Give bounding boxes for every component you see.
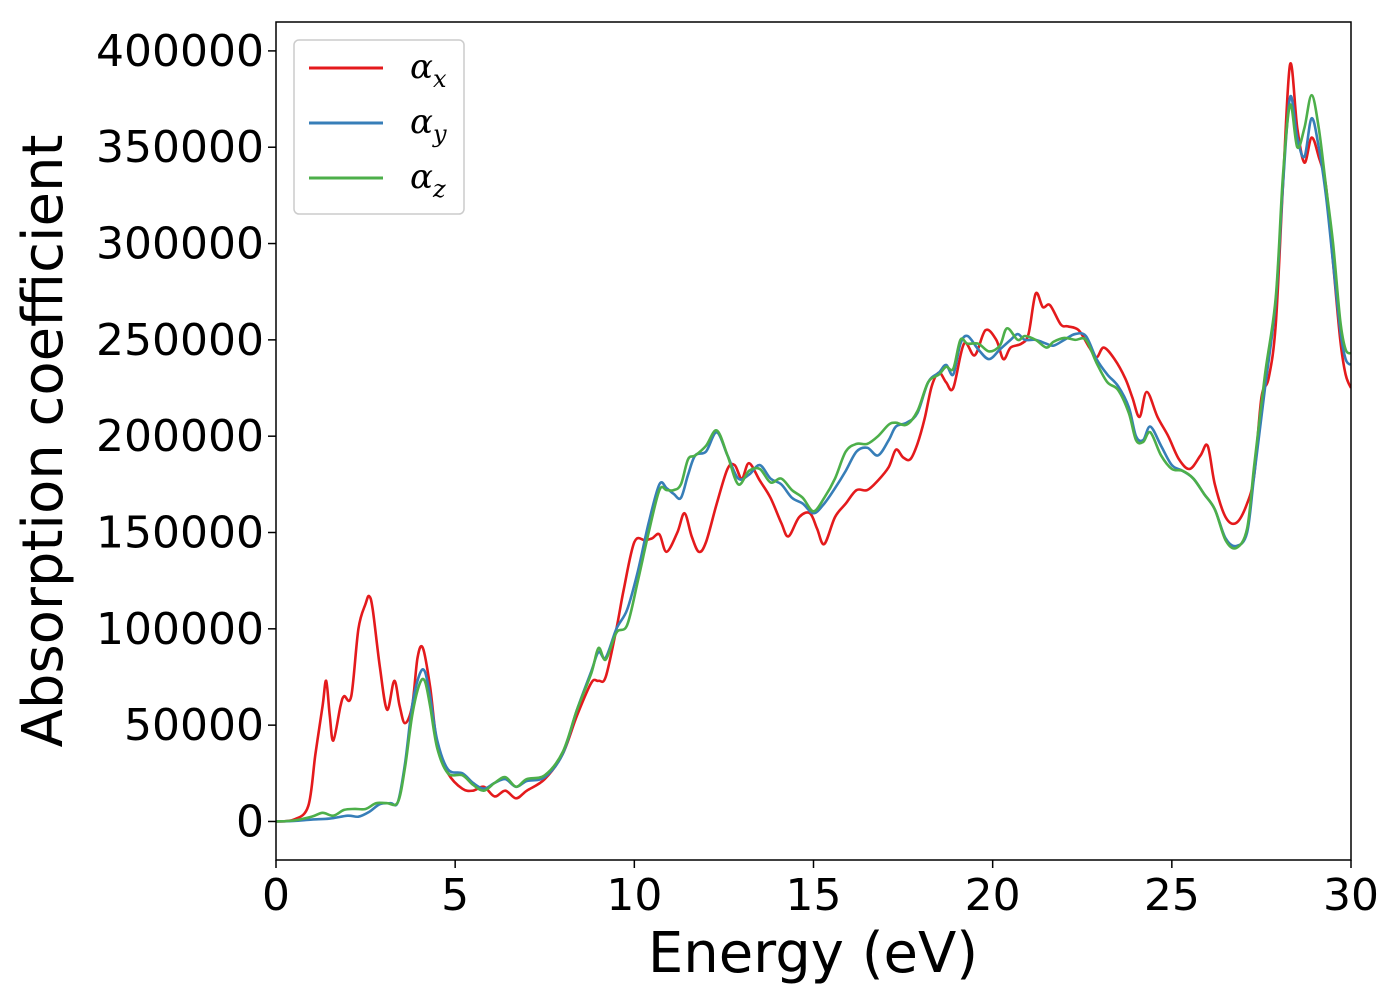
y-tick-label: 350000 — [96, 122, 264, 173]
y-tick-label: 250000 — [96, 315, 264, 366]
ticks-layer: 0 5 10 15 20 25 30 0 50000 100000 150000 200000 2500… — [96, 26, 1379, 921]
legend-items: αx αy αz — [309, 47, 447, 203]
legend-label-y: αy — [410, 102, 447, 148]
x-tick-label: 30 — [1323, 870, 1379, 921]
legend-label-z: αz — [410, 157, 446, 203]
legend-label-x: αx — [410, 47, 447, 93]
legend-box — [293, 39, 465, 215]
x-tick-label: 0 — [262, 870, 290, 921]
y-tick-label: 50000 — [124, 700, 264, 751]
y-tick-label: 150000 — [96, 508, 264, 559]
x-tick-label: 5 — [441, 870, 469, 921]
legend: αx αy αz — [293, 39, 465, 215]
y-tick-label: 400000 — [96, 26, 264, 77]
x-tick-label: 10 — [606, 870, 662, 921]
x-tick-label: 15 — [786, 870, 842, 921]
series-layer — [276, 62, 1351, 823]
y-tick-label: 200000 — [96, 411, 264, 462]
y-tick-label: 100000 — [96, 604, 264, 655]
x-tick-label: 20 — [965, 870, 1021, 921]
y-tick-label: 300000 — [96, 219, 264, 270]
y-axis-label: Absorption coefficient — [11, 135, 76, 748]
series-line-x — [276, 62, 1351, 823]
y-tick-label: 0 — [236, 796, 264, 847]
x-tick-label: 25 — [1144, 870, 1200, 921]
series-line-z — [276, 93, 1351, 823]
x-axis-label: Energy (eV) — [648, 921, 978, 986]
